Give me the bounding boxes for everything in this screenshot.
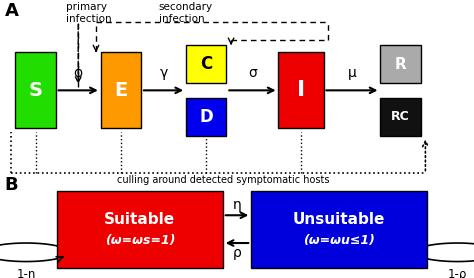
Text: Unsuitable: Unsuitable bbox=[293, 212, 385, 227]
Text: Suitable: Suitable bbox=[104, 212, 175, 227]
FancyBboxPatch shape bbox=[15, 52, 56, 128]
Text: R: R bbox=[395, 57, 406, 72]
Text: primary
infection: primary infection bbox=[66, 2, 112, 24]
Text: D: D bbox=[199, 108, 213, 126]
Text: (ω=ωs=1): (ω=ωs=1) bbox=[105, 234, 175, 247]
Text: σ: σ bbox=[248, 66, 257, 80]
Text: secondary
infection: secondary infection bbox=[159, 2, 213, 24]
FancyBboxPatch shape bbox=[380, 98, 420, 136]
Text: μ: μ bbox=[347, 66, 356, 80]
Text: 1-ρ: 1-ρ bbox=[448, 268, 467, 278]
Text: A: A bbox=[5, 2, 18, 20]
Text: culling around detected symptomatic hosts: culling around detected symptomatic host… bbox=[117, 175, 329, 185]
Text: η: η bbox=[233, 198, 241, 212]
FancyBboxPatch shape bbox=[380, 45, 420, 83]
FancyBboxPatch shape bbox=[251, 191, 427, 268]
FancyBboxPatch shape bbox=[100, 52, 141, 128]
Text: γ: γ bbox=[159, 66, 168, 80]
FancyBboxPatch shape bbox=[57, 191, 223, 268]
Text: 1-η: 1-η bbox=[17, 268, 36, 278]
Text: C: C bbox=[200, 55, 212, 73]
Text: (ω=ωu≤1): (ω=ωu≤1) bbox=[303, 234, 375, 247]
Text: I: I bbox=[297, 80, 305, 100]
Text: RC: RC bbox=[391, 110, 410, 123]
FancyBboxPatch shape bbox=[279, 52, 323, 128]
Text: ϕ: ϕ bbox=[73, 66, 83, 80]
FancyBboxPatch shape bbox=[186, 98, 227, 136]
Text: B: B bbox=[5, 176, 18, 194]
Text: S: S bbox=[28, 81, 43, 100]
Text: ρ: ρ bbox=[233, 246, 241, 260]
Text: E: E bbox=[114, 81, 128, 100]
FancyBboxPatch shape bbox=[186, 45, 227, 83]
